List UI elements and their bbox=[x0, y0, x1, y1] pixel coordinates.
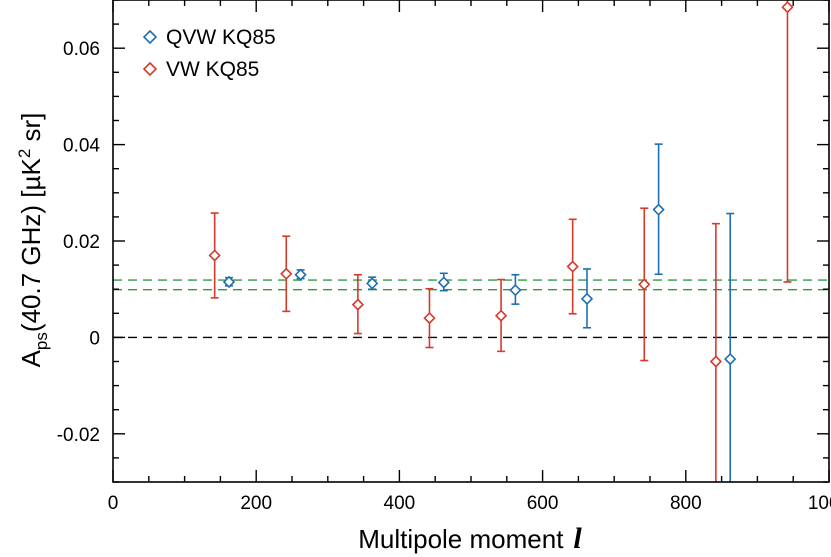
y-tick-label: 0.02 bbox=[63, 232, 100, 253]
x-tick-labels: 0 200 400 600 800 1000 bbox=[108, 493, 831, 514]
x-axis-label: Multipole moment l bbox=[358, 522, 582, 555]
data-point-marker bbox=[294, 268, 307, 281]
reference-lines bbox=[113, 279, 829, 339]
legend-item-vw: VW KQ85 bbox=[142, 58, 259, 81]
data-point-marker bbox=[222, 275, 236, 289]
x-tick-label: 600 bbox=[527, 493, 559, 514]
data-point-marker bbox=[638, 278, 651, 291]
x-tick-label: 400 bbox=[384, 493, 416, 514]
x-tick-label: 800 bbox=[670, 493, 702, 514]
y-tick-labels: -0.02 0 0.02 0.04 0.06 bbox=[57, 39, 101, 446]
data-point-marker bbox=[280, 267, 293, 280]
data-point-marker bbox=[509, 284, 522, 297]
y-tick-label: 0 bbox=[89, 328, 100, 349]
y-tick-label: -0.02 bbox=[57, 425, 100, 446]
data-point-marker bbox=[208, 249, 221, 262]
y-tick-label: 0.04 bbox=[63, 136, 100, 157]
data-point-marker bbox=[580, 292, 594, 305]
x-tick-label: 1000 bbox=[808, 493, 831, 514]
legend-marker-qvw-icon bbox=[142, 29, 158, 45]
x-tick-label: 0 bbox=[108, 493, 119, 514]
data-point-marker bbox=[494, 309, 508, 322]
data-point-marker bbox=[566, 260, 579, 273]
data-point-marker bbox=[709, 355, 723, 368]
error-bars bbox=[210, 0, 792, 482]
data-point-marker bbox=[724, 352, 737, 366]
data-points bbox=[208, 1, 794, 368]
legend-item-qvw: QVW KQ85 bbox=[142, 26, 276, 49]
legend-marker-vw-icon bbox=[142, 61, 158, 77]
data-point-marker bbox=[351, 298, 365, 311]
legend-label-vw: VW KQ85 bbox=[166, 58, 259, 81]
y-tick-label: 0.06 bbox=[63, 39, 100, 60]
data-point-marker bbox=[781, 1, 794, 14]
y-axis-label: Aps(40.7 GHz) [µK2 sr] bbox=[15, 113, 51, 368]
axis-ticks bbox=[112, 0, 830, 483]
data-point-marker bbox=[423, 311, 436, 325]
data-point-marker bbox=[437, 276, 450, 289]
data-point-marker bbox=[652, 203, 665, 216]
legend-label-qvw: QVW KQ85 bbox=[166, 26, 276, 49]
x-tick-label: 200 bbox=[240, 493, 272, 514]
data-point-marker bbox=[366, 277, 379, 290]
legend: QVW KQ85 VW KQ85 bbox=[142, 26, 276, 81]
